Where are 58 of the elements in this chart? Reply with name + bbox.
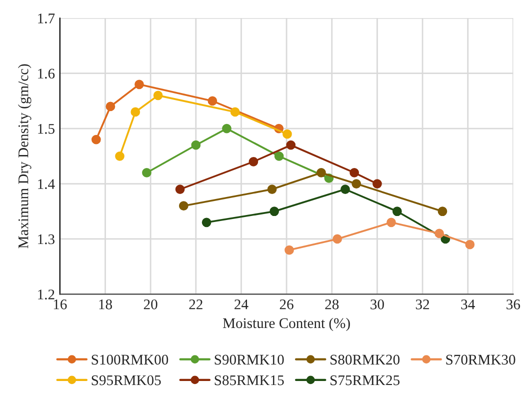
point (153, 90, 163, 100)
point (284, 245, 294, 255)
point (438, 206, 448, 216)
x-tick-label: 32 (416, 300, 430, 310)
y-axis-title: Maximum Dry Density (gm/cc) (18, 64, 32, 248)
y-tick-label: 1.7 (38, 14, 55, 24)
legend-label: S85RMK15 (214, 375, 284, 386)
x-tick-label: 36 (506, 300, 520, 310)
point (350, 168, 359, 178)
x-tick-label: 28 (325, 299, 339, 310)
legend-label: S100RMK00 (92, 354, 168, 365)
legend-label: S75RMK25 (330, 375, 400, 386)
x-tick-label: 30 (370, 299, 384, 310)
point (274, 151, 284, 161)
legend-label: S90RMK10 (214, 354, 284, 365)
point (142, 168, 152, 178)
point (178, 201, 188, 211)
point (465, 240, 475, 250)
point (208, 96, 218, 106)
y-tick-label: 1.5 (38, 124, 54, 134)
point (386, 218, 396, 228)
y-tick-label: 1.2 (38, 290, 54, 300)
point (230, 107, 240, 117)
point (106, 102, 116, 112)
point (222, 124, 232, 134)
y-tick-label: 1.4 (38, 179, 55, 190)
point (316, 168, 326, 178)
x-axis-title: Moisture Content (%) (222, 318, 350, 332)
point (270, 206, 279, 216)
point (191, 140, 201, 150)
point (392, 206, 402, 216)
x-tick-label: 34 (461, 300, 475, 310)
point (267, 184, 277, 194)
point (130, 107, 140, 117)
x-tick-label: 16 (54, 300, 67, 310)
point (175, 184, 185, 194)
legend-label: S80RMK20 (330, 354, 400, 365)
point (248, 156, 258, 166)
point (134, 80, 144, 90)
point (434, 228, 444, 238)
point (202, 218, 212, 228)
legend-label: S95RMK05 (92, 375, 161, 386)
point (332, 234, 342, 244)
point (352, 179, 362, 188)
x-tick-label: 26 (280, 300, 294, 310)
y-tick-label: 1.6 (38, 68, 55, 79)
point (340, 184, 350, 194)
x-tick-label: 18 (99, 299, 112, 310)
point (115, 151, 124, 161)
x-tick-label: 24 (234, 300, 248, 310)
point (282, 129, 292, 139)
x-tick-label: 22 (189, 300, 202, 310)
point (372, 179, 382, 188)
point (91, 134, 101, 144)
point (286, 140, 296, 150)
y-tick-label: 1.3 (38, 234, 54, 244)
x-tick-label: 20 (144, 299, 158, 310)
legend-label: S70RMK30 (446, 354, 516, 365)
